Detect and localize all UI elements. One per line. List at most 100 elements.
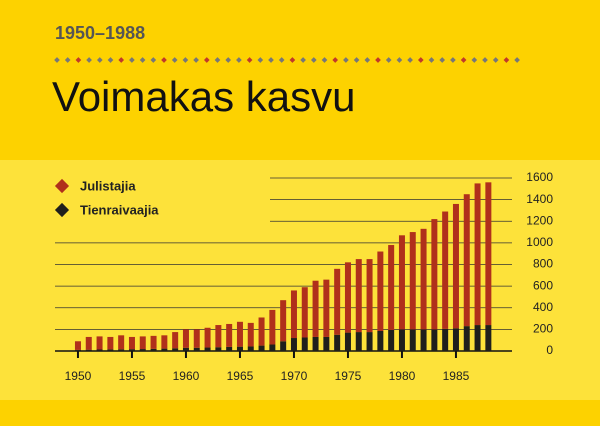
bar-segment	[323, 336, 330, 351]
x-tick-label: 1985	[443, 369, 470, 383]
bar-segment	[290, 338, 297, 351]
x-tick-label: 1965	[227, 369, 254, 383]
bar-segment	[172, 332, 179, 349]
bar-segment	[442, 211, 449, 329]
bar-segment	[226, 346, 233, 351]
y-tick-label: 0	[546, 343, 553, 357]
y-tick-label: 1400	[526, 192, 553, 206]
bar-segment	[118, 349, 125, 351]
bar-segment	[474, 325, 481, 351]
bar-segment	[301, 287, 308, 338]
divider-dot	[514, 57, 520, 63]
bar-segment	[182, 347, 189, 351]
bar-segment	[344, 332, 351, 351]
bar-segment	[85, 336, 92, 350]
y-tick-label: 1200	[526, 213, 553, 227]
bar-segment	[452, 328, 459, 351]
bar-segment	[107, 336, 114, 350]
bar-segment	[377, 251, 384, 331]
bar-segment	[366, 259, 373, 333]
bar-segment	[107, 349, 114, 351]
bar-segment	[409, 232, 416, 330]
bar-segment	[236, 321, 243, 347]
bar-segment	[269, 309, 276, 345]
y-tick-label: 600	[533, 278, 553, 292]
bar-segment	[247, 346, 254, 351]
chart-title: Voimakas kasvu	[52, 73, 355, 120]
bar-segment	[388, 245, 395, 330]
bar-segment	[312, 336, 319, 351]
bar-segment	[139, 336, 146, 350]
bar-segment	[258, 345, 265, 351]
bar-segment	[334, 334, 341, 351]
legend-label: Julistajia	[80, 178, 136, 193]
bar-segment	[420, 329, 427, 351]
bar-segment	[398, 329, 405, 351]
bar-segment	[355, 332, 362, 351]
bar-segment	[193, 329, 200, 348]
x-tick-label: 1980	[389, 369, 416, 383]
x-tick-label: 1955	[119, 369, 146, 383]
y-tick-label: 800	[533, 257, 553, 271]
bar-segment	[280, 341, 287, 351]
bar-segment	[96, 349, 103, 351]
bar-segment	[139, 349, 146, 351]
bar-segment	[150, 348, 157, 351]
y-tick-label: 1600	[526, 170, 553, 184]
bar-segment	[377, 330, 384, 351]
bar-segment	[247, 322, 254, 347]
bar-segment	[204, 347, 211, 351]
bar-segment	[388, 329, 395, 351]
legend-label: Tienraivaajia	[80, 202, 159, 217]
bar-segment	[463, 326, 470, 351]
bar-segment	[280, 300, 287, 342]
bar-segment	[172, 348, 179, 351]
chart-panel	[0, 160, 600, 400]
bar-segment	[128, 336, 135, 350]
bar-segment	[215, 347, 222, 351]
bar-segment	[344, 262, 351, 333]
bar-segment	[355, 259, 362, 333]
bar-segment	[226, 323, 233, 347]
bar-segment	[269, 344, 276, 351]
x-tick-label: 1950	[65, 369, 92, 383]
bar-segment	[301, 337, 308, 351]
bar-segment	[398, 235, 405, 330]
bar-segment	[323, 279, 330, 337]
bar-segment	[420, 228, 427, 330]
subtitle: 1950–1988	[55, 23, 145, 43]
bar-segment	[182, 329, 189, 348]
bar-segment	[474, 183, 481, 326]
bar-segment	[215, 325, 222, 348]
bar-segment	[96, 336, 103, 350]
bar-segment	[118, 335, 125, 350]
bar-segment	[312, 280, 319, 337]
bar-segment	[431, 329, 438, 351]
x-tick-label: 1960	[173, 369, 200, 383]
bar-segment	[150, 335, 157, 349]
bar-segment	[85, 349, 92, 351]
bar-segment	[74, 341, 81, 350]
bar-segment	[161, 348, 168, 351]
bar-segment	[334, 268, 341, 335]
bar-segment	[442, 328, 449, 351]
bar-segment	[485, 325, 492, 351]
y-tick-label: 1000	[526, 235, 553, 249]
x-tick-label: 1970	[281, 369, 308, 383]
bar-segment	[193, 347, 200, 351]
bar-segment	[204, 327, 211, 348]
bar-segment	[236, 346, 243, 351]
bar-segment	[431, 219, 438, 330]
bar-segment	[128, 349, 135, 351]
bar-segment	[290, 290, 297, 339]
bar-segment	[463, 194, 470, 327]
bar-segment	[409, 329, 416, 351]
bar-segment	[366, 332, 373, 351]
y-tick-label: 200	[533, 322, 553, 336]
bar-segment	[485, 182, 492, 326]
bar-segment	[161, 335, 168, 349]
bar-segment	[74, 349, 81, 351]
x-tick-label: 1975	[335, 369, 362, 383]
bar-segment	[258, 317, 265, 346]
